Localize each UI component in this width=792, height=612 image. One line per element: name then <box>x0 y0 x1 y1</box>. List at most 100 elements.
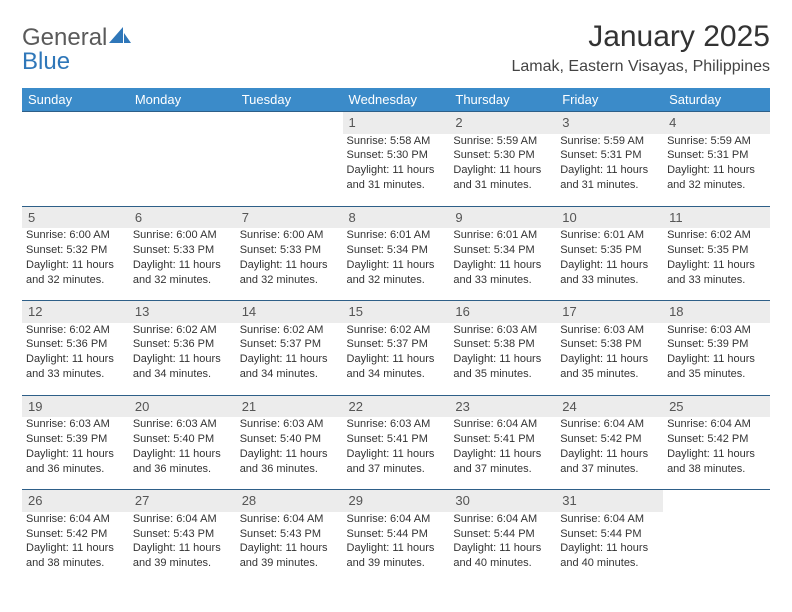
detail-row: Sunrise: 6:03 AMSunset: 5:39 PMDaylight:… <box>22 417 770 490</box>
col-monday: Monday <box>129 88 236 112</box>
sunrise-line: Sunrise: 6:00 AM <box>133 228 232 243</box>
day-number-cell: 6 <box>129 206 236 228</box>
weekday-header-row: Sunday Monday Tuesday Wednesday Thursday… <box>22 88 770 112</box>
day-number-cell: 27 <box>129 490 236 512</box>
calendar-page: General January 2025 Lamak, Eastern Visa… <box>0 0 792 612</box>
day-detail-cell: Sunrise: 6:01 AMSunset: 5:34 PMDaylight:… <box>449 228 556 301</box>
day-number-cell: 19 <box>22 395 129 417</box>
sunrise-line: Sunrise: 6:02 AM <box>347 323 446 338</box>
daylight-line: Daylight: 11 hours and 40 minutes. <box>560 541 659 571</box>
sunrise-line: Sunrise: 6:03 AM <box>347 417 446 432</box>
day-number-cell: 9 <box>449 206 556 228</box>
day-number-cell: 10 <box>556 206 663 228</box>
daylight-line: Daylight: 11 hours and 32 minutes. <box>26 258 125 288</box>
day-number-cell: 20 <box>129 395 236 417</box>
sunset-line: Sunset: 5:30 PM <box>453 148 552 163</box>
sail-icon <box>109 24 131 52</box>
sunset-line: Sunset: 5:44 PM <box>453 527 552 542</box>
day-detail-cell: Sunrise: 6:04 AMSunset: 5:42 PMDaylight:… <box>663 417 770 490</box>
sunrise-line: Sunrise: 6:04 AM <box>240 512 339 527</box>
daylight-line: Daylight: 11 hours and 32 minutes. <box>347 258 446 288</box>
daylight-line: Daylight: 11 hours and 36 minutes. <box>26 447 125 477</box>
sunset-line: Sunset: 5:39 PM <box>26 432 125 447</box>
day-number-cell: 2 <box>449 112 556 134</box>
day-number-cell: 14 <box>236 301 343 323</box>
sunset-line: Sunset: 5:44 PM <box>560 527 659 542</box>
daylight-line: Daylight: 11 hours and 32 minutes. <box>240 258 339 288</box>
day-number-cell: 28 <box>236 490 343 512</box>
logo-text-blue: Blue <box>22 48 70 76</box>
daylight-line: Daylight: 11 hours and 34 minutes. <box>347 352 446 382</box>
daylight-line: Daylight: 11 hours and 31 minutes. <box>347 163 446 193</box>
sunset-line: Sunset: 5:35 PM <box>560 243 659 258</box>
sunrise-line: Sunrise: 6:03 AM <box>133 417 232 432</box>
day-detail-cell: Sunrise: 6:03 AMSunset: 5:41 PMDaylight:… <box>343 417 450 490</box>
daylight-line: Daylight: 11 hours and 37 minutes. <box>453 447 552 477</box>
day-detail-cell: Sunrise: 6:03 AMSunset: 5:38 PMDaylight:… <box>556 323 663 396</box>
sunrise-line: Sunrise: 6:04 AM <box>26 512 125 527</box>
daylight-line: Daylight: 11 hours and 38 minutes. <box>667 447 766 477</box>
detail-row: Sunrise: 6:04 AMSunset: 5:42 PMDaylight:… <box>22 512 770 584</box>
day-detail-cell <box>22 134 129 207</box>
day-detail-cell: Sunrise: 6:04 AMSunset: 5:43 PMDaylight:… <box>236 512 343 584</box>
col-saturday: Saturday <box>663 88 770 112</box>
sunrise-line: Sunrise: 6:01 AM <box>453 228 552 243</box>
sunrise-line: Sunrise: 5:59 AM <box>453 134 552 149</box>
daylight-line: Daylight: 11 hours and 32 minutes. <box>667 163 766 193</box>
day-number-cell: 21 <box>236 395 343 417</box>
sunrise-line: Sunrise: 6:04 AM <box>347 512 446 527</box>
day-detail-cell: Sunrise: 6:03 AMSunset: 5:38 PMDaylight:… <box>449 323 556 396</box>
sunset-line: Sunset: 5:38 PM <box>560 337 659 352</box>
daylight-line: Daylight: 11 hours and 32 minutes. <box>133 258 232 288</box>
sunrise-line: Sunrise: 5:58 AM <box>347 134 446 149</box>
col-tuesday: Tuesday <box>236 88 343 112</box>
daynum-row: 567891011 <box>22 206 770 228</box>
sunrise-line: Sunrise: 6:01 AM <box>560 228 659 243</box>
day-number-cell: 31 <box>556 490 663 512</box>
daylight-line: Daylight: 11 hours and 33 minutes. <box>453 258 552 288</box>
sunset-line: Sunset: 5:42 PM <box>26 527 125 542</box>
day-number-cell: 15 <box>343 301 450 323</box>
sunset-line: Sunset: 5:33 PM <box>240 243 339 258</box>
sunset-line: Sunset: 5:42 PM <box>560 432 659 447</box>
sunrise-line: Sunrise: 6:03 AM <box>453 323 552 338</box>
day-number-cell: 22 <box>343 395 450 417</box>
day-detail-cell: Sunrise: 6:02 AMSunset: 5:36 PMDaylight:… <box>129 323 236 396</box>
day-detail-cell <box>663 512 770 584</box>
day-number-cell: 24 <box>556 395 663 417</box>
day-detail-cell: Sunrise: 6:02 AMSunset: 5:37 PMDaylight:… <box>343 323 450 396</box>
daylight-line: Daylight: 11 hours and 36 minutes. <box>133 447 232 477</box>
day-detail-cell: Sunrise: 6:04 AMSunset: 5:43 PMDaylight:… <box>129 512 236 584</box>
day-detail-cell: Sunrise: 6:04 AMSunset: 5:41 PMDaylight:… <box>449 417 556 490</box>
col-wednesday: Wednesday <box>343 88 450 112</box>
month-title: January 2025 <box>511 20 770 54</box>
daylight-line: Daylight: 11 hours and 40 minutes. <box>453 541 552 571</box>
detail-row: Sunrise: 6:02 AMSunset: 5:36 PMDaylight:… <box>22 323 770 396</box>
sunrise-line: Sunrise: 6:04 AM <box>453 417 552 432</box>
sunrise-line: Sunrise: 6:03 AM <box>560 323 659 338</box>
day-detail-cell: Sunrise: 6:04 AMSunset: 5:44 PMDaylight:… <box>556 512 663 584</box>
daylight-line: Daylight: 11 hours and 33 minutes. <box>667 258 766 288</box>
sunrise-line: Sunrise: 6:04 AM <box>667 417 766 432</box>
daynum-row: 19202122232425 <box>22 395 770 417</box>
sunrise-line: Sunrise: 6:01 AM <box>347 228 446 243</box>
day-number-cell: 29 <box>343 490 450 512</box>
sunrise-line: Sunrise: 6:03 AM <box>240 417 339 432</box>
daylight-line: Daylight: 11 hours and 31 minutes. <box>453 163 552 193</box>
sunset-line: Sunset: 5:32 PM <box>26 243 125 258</box>
daylight-line: Daylight: 11 hours and 35 minutes. <box>560 352 659 382</box>
day-detail-cell: Sunrise: 6:04 AMSunset: 5:42 PMDaylight:… <box>22 512 129 584</box>
day-number-cell: 13 <box>129 301 236 323</box>
sunset-line: Sunset: 5:42 PM <box>667 432 766 447</box>
day-detail-cell <box>236 134 343 207</box>
daynum-row: 1234 <box>22 112 770 134</box>
day-number-cell <box>236 112 343 134</box>
sunset-line: Sunset: 5:30 PM <box>347 148 446 163</box>
day-number-cell: 23 <box>449 395 556 417</box>
sunset-line: Sunset: 5:37 PM <box>240 337 339 352</box>
sunrise-line: Sunrise: 6:02 AM <box>133 323 232 338</box>
daylight-line: Daylight: 11 hours and 39 minutes. <box>133 541 232 571</box>
day-detail-cell: Sunrise: 6:03 AMSunset: 5:40 PMDaylight:… <box>129 417 236 490</box>
sunset-line: Sunset: 5:38 PM <box>453 337 552 352</box>
sunset-line: Sunset: 5:39 PM <box>667 337 766 352</box>
